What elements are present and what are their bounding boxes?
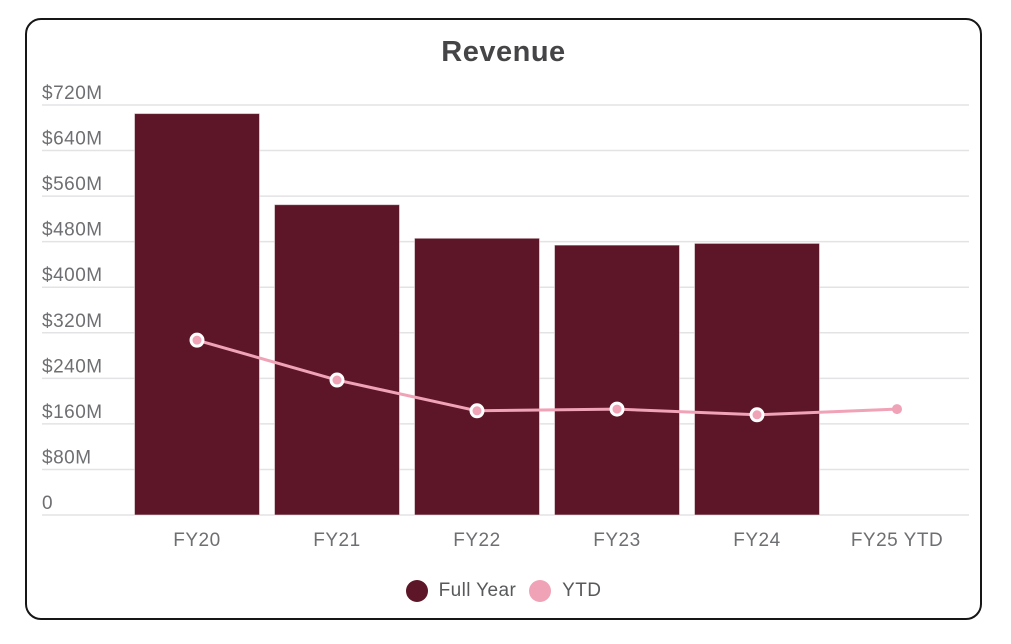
y-axis-tick-label: $240M — [42, 356, 103, 377]
bar-FY20[interactable] — [134, 113, 260, 516]
revenue-combo-chart: $720M $640M $560M $480M $400M $320M $240M $160M… — [42, 83, 969, 551]
ytd-point-FY20[interactable] — [189, 332, 205, 348]
y-axis-tick-label: $160M — [42, 402, 103, 423]
legend-item-full-year[interactable]: Full Year — [405, 580, 517, 602]
ytd-point-FY21[interactable] — [329, 372, 345, 388]
full-year-swatch-icon — [405, 580, 428, 602]
x-axis-tick-label: FY22 — [453, 530, 500, 551]
chart-legend: Full Year YTD — [27, 578, 980, 604]
bar-FY21[interactable] — [274, 204, 400, 516]
ytd-point-FY22[interactable] — [469, 403, 485, 419]
y-axis-tick-label: $80M — [42, 447, 92, 468]
legend-label-ytd: YTD — [562, 580, 602, 601]
y-axis-tick-label: $480M — [42, 220, 103, 241]
bar-FY22[interactable] — [414, 237, 540, 516]
y-axis-tick-label: 0 — [42, 493, 53, 514]
chart-card: Revenue $720M $640M $560M $480M $400M $320M $2… — [25, 18, 982, 620]
ytd-swatch-icon — [529, 580, 552, 602]
y-axis-tick-label: $320M — [42, 311, 103, 332]
x-axis-tick-label: FY25 YTD — [851, 530, 943, 551]
x-axis-tick-label: FY21 — [313, 530, 360, 551]
y-axis-tick-label: $720M — [42, 83, 103, 104]
ytd-line — [195, 338, 899, 417]
bar-FY24[interactable] — [694, 242, 820, 516]
y-axis-tick-label: $400M — [42, 265, 103, 286]
bar-FY23[interactable] — [554, 244, 680, 516]
ytd-point-FY23[interactable] — [609, 401, 625, 417]
x-axis-tick-label: FY24 — [733, 530, 780, 551]
y-axis-tick-label: $560M — [42, 174, 103, 195]
y-axis-tick-label: $640M — [42, 129, 103, 150]
chart-title: Revenue — [441, 36, 566, 68]
x-axis-tick-label: FY23 — [593, 530, 640, 551]
legend-label-full-year: Full Year — [438, 580, 517, 601]
x-axis-tick-label: FY20 — [173, 530, 220, 551]
legend-item-ytd[interactable]: YTD — [529, 580, 601, 602]
ytd-point-FY24[interactable] — [749, 407, 765, 423]
ytd-point-FY25 YTD[interactable] — [892, 404, 902, 415]
